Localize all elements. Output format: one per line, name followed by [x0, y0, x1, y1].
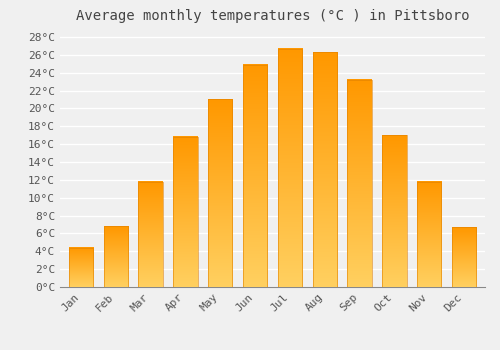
Bar: [138, 182, 163, 287]
Bar: [382, 135, 406, 287]
Bar: [68, 248, 93, 287]
Bar: [452, 227, 476, 287]
Bar: [104, 226, 128, 287]
Bar: [138, 182, 163, 287]
Bar: [208, 99, 233, 287]
Bar: [417, 182, 442, 287]
Bar: [243, 65, 268, 287]
Bar: [104, 226, 128, 287]
Bar: [417, 182, 442, 287]
Bar: [312, 52, 337, 287]
Bar: [348, 80, 372, 287]
Bar: [208, 99, 233, 287]
Bar: [173, 137, 198, 287]
Bar: [312, 52, 337, 287]
Bar: [278, 49, 302, 287]
Bar: [173, 137, 198, 287]
Bar: [452, 227, 476, 287]
Bar: [278, 49, 302, 287]
Bar: [348, 80, 372, 287]
Bar: [68, 248, 93, 287]
Title: Average monthly temperatures (°C ) in Pittsboro: Average monthly temperatures (°C ) in Pi…: [76, 9, 469, 23]
Bar: [382, 135, 406, 287]
Bar: [243, 65, 268, 287]
